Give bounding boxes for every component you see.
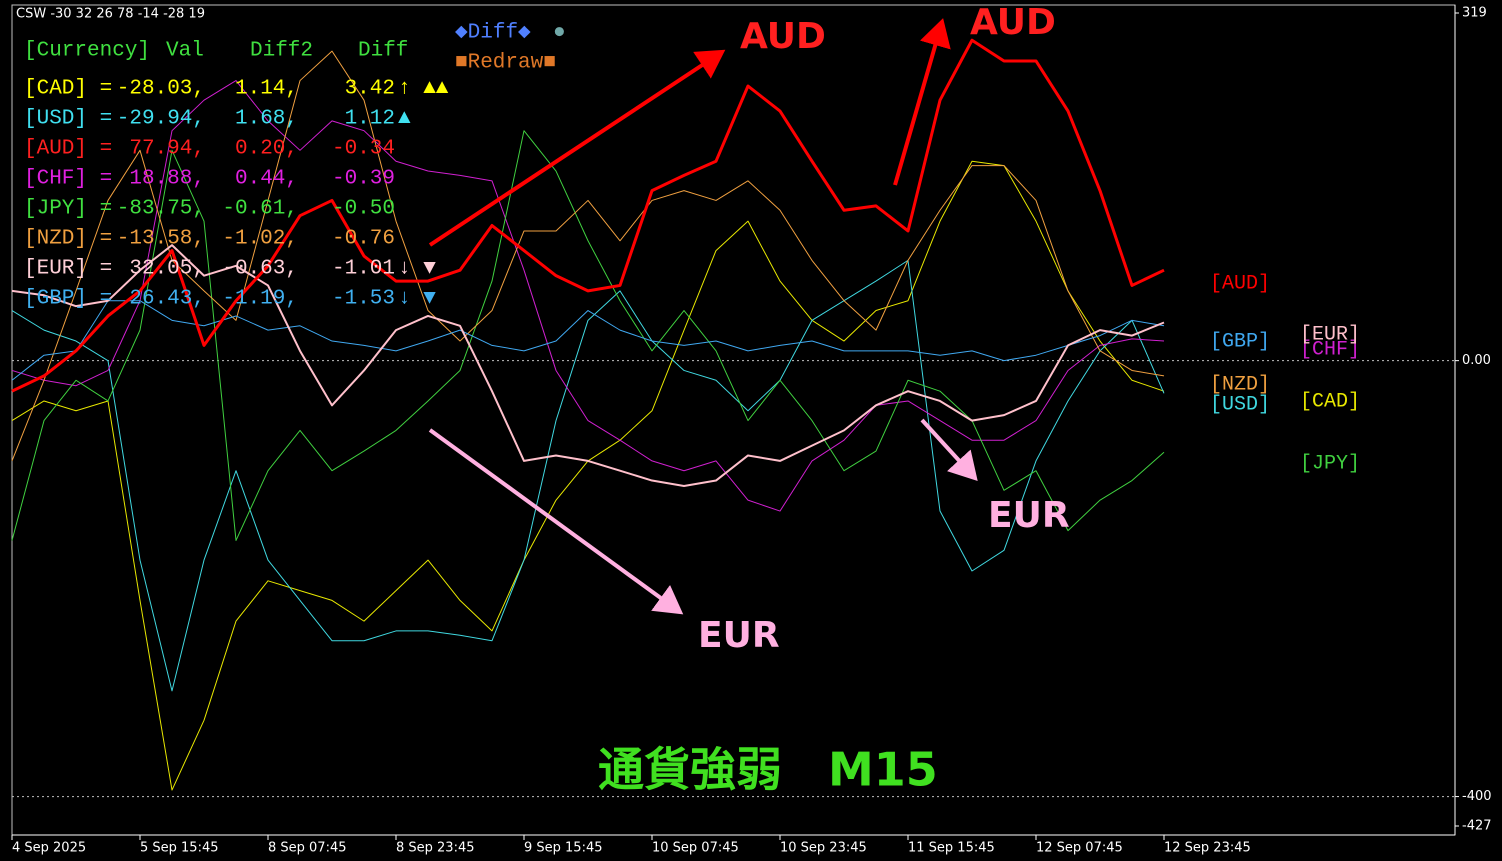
series-line (11, 300, 1165, 381)
annotation: EUR (988, 495, 1070, 536)
panel-cell: -1.19, (222, 288, 298, 311)
series-line (11, 130, 1165, 541)
panel-cell: -0.34 (332, 138, 395, 161)
x-tick-label: 10 Sep 23:45 (780, 841, 867, 856)
panel-cell: -0.61, (222, 198, 298, 221)
panel-button[interactable]: ◆Diff◆ (455, 22, 531, 45)
x-tick-label: 4 Sep 2025 (12, 841, 86, 856)
panel-cell: -1.01 (332, 258, 395, 281)
panel-cell: -29.94, (117, 108, 205, 131)
panel-cell: [EUR] = (24, 258, 112, 281)
legend-entry: [CHF] (1300, 338, 1360, 361)
series-line (11, 244, 1165, 487)
panel-cell: 1.68, (235, 108, 298, 131)
arrow (428, 428, 684, 615)
y-tick-label: -400 (1462, 789, 1492, 804)
series-line (11, 259, 1165, 692)
arrow (893, 18, 951, 186)
panel-cell: 0.20, (235, 138, 298, 161)
panel-cell: ▲ (398, 108, 411, 131)
panel-cell: 0.44, (235, 168, 298, 191)
panel-cell: 18.88, (129, 168, 205, 191)
panel-button[interactable]: ■Redraw■ (455, 52, 556, 75)
panel-button[interactable]: ● (553, 22, 566, 45)
panel-cell: [USD] = (24, 108, 112, 131)
panel-cell: [AUD] = (24, 138, 112, 161)
annotation: AUD (740, 16, 826, 57)
legend-entry: [GBP] (1210, 330, 1270, 353)
annotation: EUR (698, 615, 780, 656)
panel-cell: ↓ ▼ (398, 288, 436, 311)
panel-cell: -0.39 (332, 168, 395, 191)
y-tick-label: 319 (1462, 6, 1487, 21)
series-line (11, 80, 1165, 512)
panel-header: [Currency] (24, 40, 150, 63)
panel-cell: -0.76 (332, 228, 395, 251)
series-line (11, 160, 1165, 791)
annotation: 通貨強弱 M15 (598, 743, 938, 797)
panel-header: Val (166, 40, 204, 63)
x-tick-label: 5 Sep 15:45 (140, 841, 219, 856)
panel-cell: ↓ ▼ (398, 258, 436, 281)
panel-cell: ↑ ▲▲ (398, 78, 449, 101)
panel-cell: 1.12 (345, 108, 395, 131)
panel-cell: -83.75, (117, 198, 205, 221)
x-tick-label: 10 Sep 07:45 (652, 841, 739, 856)
legend-entry: [JPY] (1300, 452, 1360, 475)
legend-entry: [AUD] (1210, 272, 1270, 295)
y-tick-label: -427 (1462, 819, 1492, 834)
arrow (920, 418, 978, 481)
series-line (11, 50, 1165, 462)
panel-cell: 3.42 (345, 78, 395, 101)
series-line (11, 38, 1165, 393)
panel-cell: 1.14, (235, 78, 298, 101)
arrow (428, 49, 726, 247)
panel-cell: 77.94, (129, 138, 205, 161)
panel-cell: [CHF] = (24, 168, 112, 191)
legend-entry: [CAD] (1300, 390, 1360, 413)
legend-entry: [USD] (1210, 393, 1270, 416)
panel-cell: -1.53 (332, 288, 395, 311)
panel-header: Diff (358, 40, 408, 63)
y-tick-label: 0.00 (1462, 353, 1491, 368)
x-tick-label: 8 Sep 07:45 (268, 841, 347, 856)
panel-cell: [CAD] = (24, 78, 112, 101)
panel-cell: [NZD] = (24, 228, 112, 251)
panel-header: Diff2 (250, 40, 313, 63)
legend-entry: [NZD] (1210, 373, 1270, 396)
panel-cell: -28.03, (117, 78, 205, 101)
plot-frame (11, 4, 1456, 836)
chart-title: CSW -30 32 26 78 -14 -28 19 (16, 7, 205, 22)
x-tick-label: 8 Sep 23:45 (396, 841, 475, 856)
panel-cell: -13.58, (117, 228, 205, 251)
x-tick-label: 11 Sep 15:45 (908, 841, 995, 856)
x-tick-label: 9 Sep 15:45 (524, 841, 603, 856)
annotation: AUD (970, 2, 1056, 43)
x-tick-label: 12 Sep 07:45 (1036, 841, 1123, 856)
panel-cell: 26.43, (129, 288, 205, 311)
legend-entry: [EUR] (1300, 323, 1360, 346)
x-tick-label: 12 Sep 23:45 (1164, 841, 1251, 856)
panel-cell: 32.05, (129, 258, 205, 281)
panel-cell: [GBP] = (24, 288, 112, 311)
panel-cell: -1.02, (222, 228, 298, 251)
panel-cell: -0.63, (222, 258, 298, 281)
panel-cell: -0.50 (332, 198, 395, 221)
panel-cell: [JPY] = (24, 198, 112, 221)
